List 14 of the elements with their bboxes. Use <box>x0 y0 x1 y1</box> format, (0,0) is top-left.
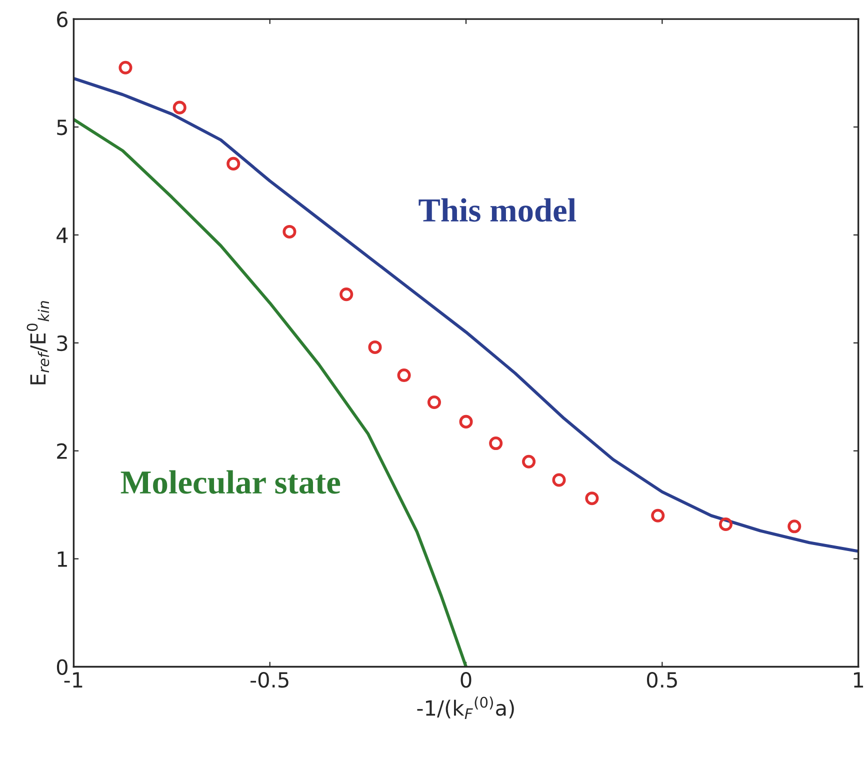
x-axis-title: -1/(k$_{F}$$^{(0)}$a) <box>417 696 514 719</box>
y-tick-label: 3 <box>57 335 68 352</box>
x-tick-label: 0 <box>460 672 472 688</box>
y-tick-label: 4 <box>56 228 68 243</box>
series-label: Molecular state <box>120 470 340 494</box>
y-axis-title: E$_{ref}$/E$^{0}$$_{kin}$ <box>26 301 50 384</box>
y-tick-label: 2 <box>57 443 67 459</box>
series-label: This model <box>418 198 576 222</box>
x-tick-label: 0.5 <box>646 672 677 688</box>
y-tick-label: 6 <box>57 12 68 28</box>
x-tick-label: 1 <box>854 672 864 688</box>
y-tick-label: 1 <box>58 552 67 567</box>
x-tick-label: -0.5 <box>250 672 288 688</box>
y-tick-label: 5 <box>57 120 68 136</box>
